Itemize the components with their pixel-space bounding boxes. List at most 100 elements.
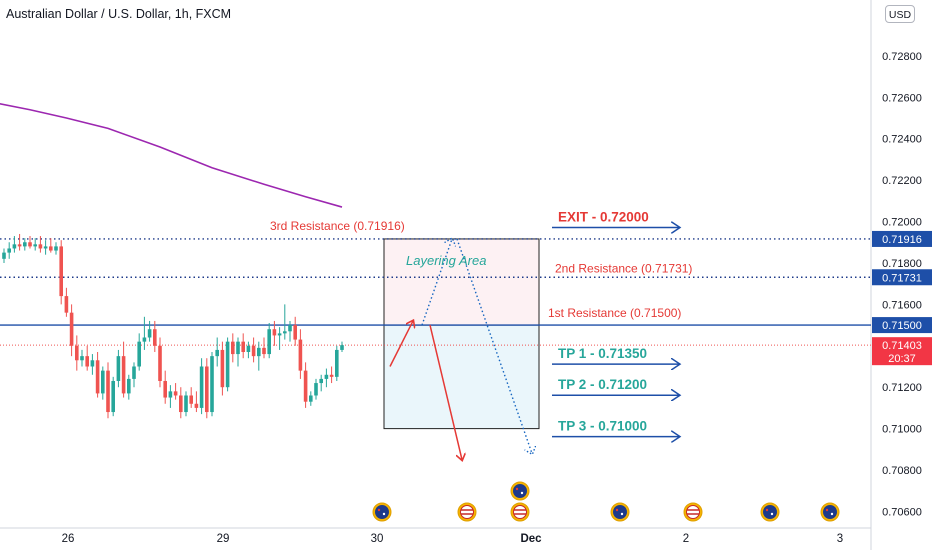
event-flag-star (520, 491, 524, 495)
candle-body (246, 345, 251, 352)
candle-body (293, 325, 297, 340)
candle-body (163, 380, 167, 398)
price-tag-bg (872, 317, 932, 334)
event-flag (823, 505, 837, 519)
event-flag (375, 505, 389, 519)
candle-body (189, 395, 193, 404)
event-flag (613, 505, 627, 519)
moving-average (0, 102, 343, 208)
candle-body (33, 244, 37, 247)
candle-body (314, 383, 318, 396)
event-flag (460, 505, 474, 519)
candle-body (184, 395, 188, 413)
layering-area-label: Layering Area (406, 253, 486, 268)
layer-up-path (421, 239, 452, 326)
current-price-bg (872, 337, 932, 366)
layering-area-lower[interactable] (383, 324, 540, 430)
candle-body (251, 345, 256, 357)
price-tick: 0.71200 (882, 382, 922, 394)
candle-body (272, 329, 277, 336)
event-flag-cross (515, 487, 519, 491)
candle-body (267, 329, 271, 355)
ma-line (0, 102, 343, 208)
candle-body (158, 345, 162, 381)
time-axis: 26 29 30 Dec 2 3 (62, 533, 844, 545)
current-price-label: 0.71403 (882, 340, 922, 352)
candle-body (277, 333, 282, 336)
candle-body (127, 378, 131, 394)
candle-body (194, 403, 199, 408)
event-flag-cross (765, 508, 769, 512)
time-tick: 3 (837, 533, 843, 545)
price-tick: 0.72800 (882, 51, 922, 63)
target-label: EXIT - 0.72000 (558, 210, 649, 225)
event-flag (763, 505, 777, 519)
candle-body (7, 248, 11, 253)
event-flag-cross (377, 508, 381, 512)
price-tick: 0.72200 (882, 175, 922, 187)
candle-body (309, 395, 313, 402)
candle-body (329, 374, 334, 377)
candle-body (90, 360, 95, 367)
layering-area-upper[interactable] (383, 238, 540, 326)
event-flag-cross (825, 508, 829, 512)
time-tick: Dec (520, 533, 542, 545)
candle-body (69, 312, 74, 346)
candle-body (101, 370, 105, 394)
price-tag-bg (872, 269, 932, 286)
target-label: TP 3 - 0.71000 (558, 419, 647, 434)
candle-body (23, 242, 27, 247)
price-tick: 0.71000 (882, 424, 922, 436)
candle-body (231, 341, 235, 355)
candle-body (59, 246, 63, 297)
price-tick: 0.72000 (882, 217, 922, 229)
price-tag-bg (872, 230, 932, 247)
candle-body (179, 395, 183, 413)
candle-body (241, 341, 245, 352)
candle-body (2, 252, 6, 259)
economic-events (372, 481, 840, 522)
candle-body (116, 356, 121, 381)
candle-body (173, 391, 178, 396)
entry-arrow (389, 321, 413, 367)
target-label: TP 1 - 0.71350 (558, 346, 647, 361)
event-flag-star (770, 512, 774, 516)
candle-body (54, 246, 58, 251)
candle-body (319, 378, 323, 384)
candle-body (95, 360, 100, 394)
candle-body (288, 325, 292, 332)
candle-body (298, 339, 303, 371)
time-tick: 29 (217, 533, 230, 545)
candles (2, 233, 344, 419)
time-tick: 26 (62, 533, 75, 545)
candle-body (210, 356, 214, 413)
candle-body (85, 356, 89, 367)
candle-body (199, 366, 204, 408)
price-tag-label: 0.71500 (882, 320, 922, 332)
candle-body (132, 366, 136, 379)
event-flag (686, 505, 700, 519)
candle-body (121, 356, 126, 394)
event-flag-star (382, 512, 386, 516)
layer-down-path (456, 238, 532, 454)
candle-body (75, 345, 79, 361)
candle-body (303, 370, 308, 402)
candle-body (147, 329, 152, 338)
time-tick: 30 (371, 533, 384, 545)
target-label: TP 2 - 0.71200 (558, 377, 647, 392)
candle-body (236, 341, 240, 355)
candle-body (168, 391, 173, 398)
candle-body (64, 296, 69, 313)
candle-body (142, 337, 147, 342)
candle-body (220, 349, 225, 388)
candle-body (215, 349, 219, 357)
price-tick: 0.72600 (882, 92, 922, 104)
candle-body (80, 356, 84, 361)
currency-button[interactable]: USD (885, 5, 915, 23)
event-flag-cross (615, 508, 619, 512)
event-flag (513, 484, 527, 498)
drop-arrow (429, 324, 462, 460)
resistance-label: 1st Resistance (0.71500) (548, 306, 681, 320)
